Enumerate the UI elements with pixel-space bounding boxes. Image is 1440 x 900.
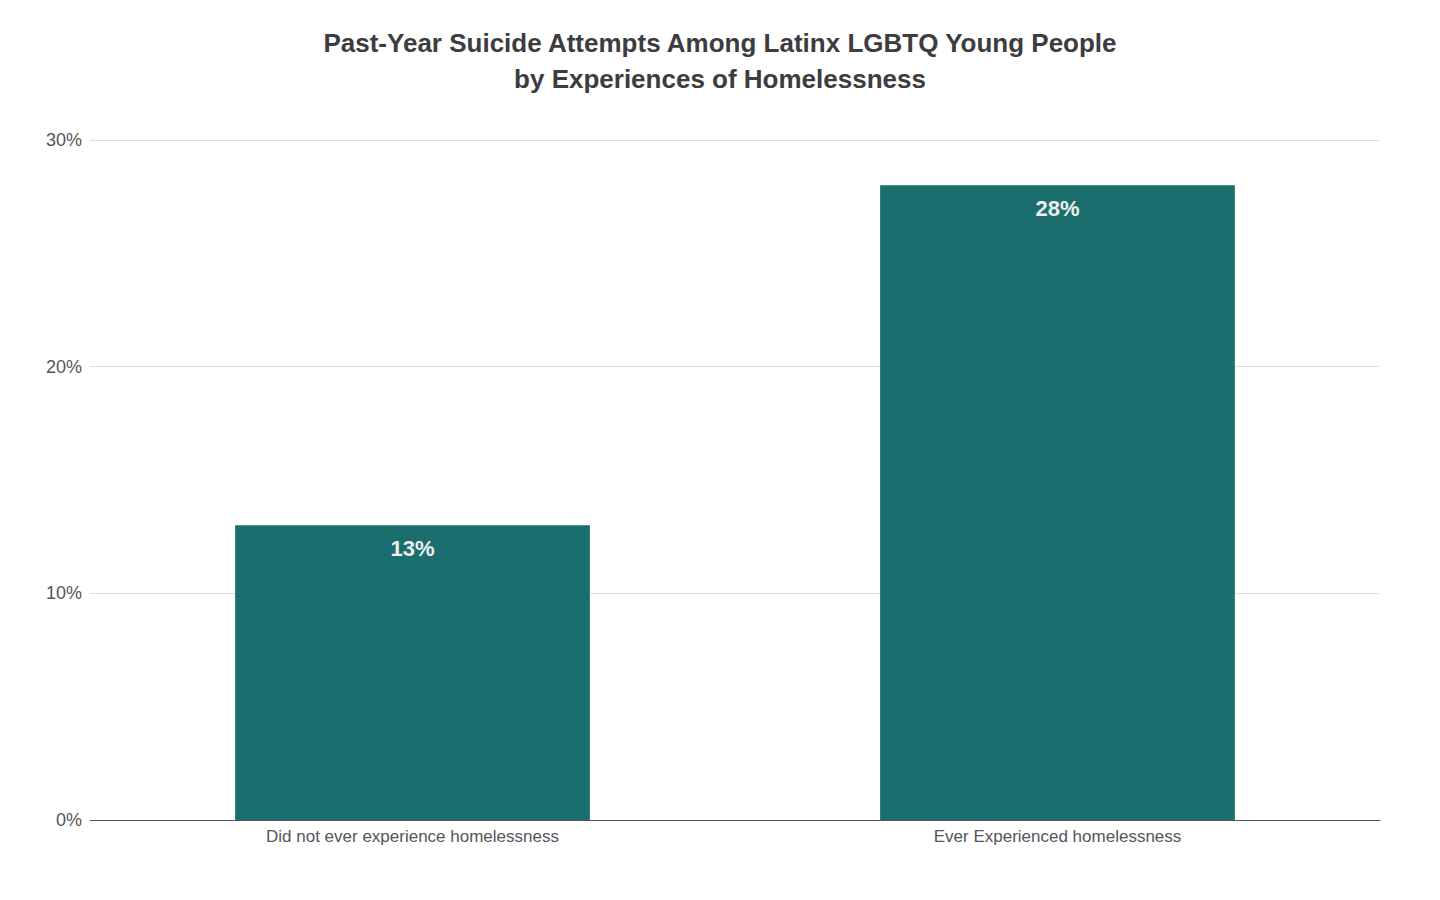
svg-text:by Experiences of Homelessness: by Experiences of Homelessness <box>514 64 926 94</box>
svg-text:10%: 10% <box>46 583 82 603</box>
svg-text:Did not ever experience homele: Did not ever experience homelessness <box>266 827 559 846</box>
svg-text:Past-Year Suicide Attempts Amo: Past-Year Suicide Attempts Among Latinx … <box>323 28 1116 58</box>
svg-text:13%: 13% <box>390 536 434 561</box>
svg-text:28%: 28% <box>1035 196 1079 221</box>
svg-text:30%: 30% <box>46 130 82 150</box>
svg-text:0%: 0% <box>56 810 82 830</box>
svg-text:20%: 20% <box>46 357 82 377</box>
svg-text:Ever Experienced homelessness: Ever Experienced homelessness <box>934 827 1182 846</box>
